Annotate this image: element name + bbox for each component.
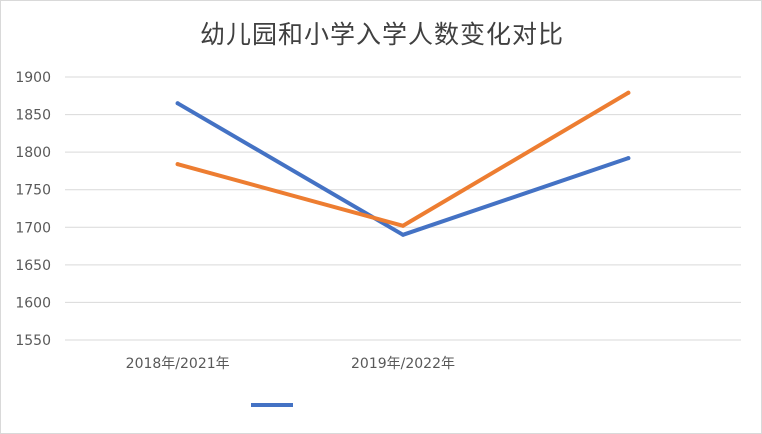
- y-tick-label: 1600: [15, 295, 51, 311]
- series-line-2: [175, 90, 631, 228]
- series-lines: [175, 90, 631, 237]
- y-tick-label: 1700: [15, 220, 51, 236]
- gridlines: [65, 76, 741, 341]
- y-tick-label: 1900: [15, 70, 51, 86]
- y-tick-label: 1800: [15, 145, 51, 161]
- data-point: [175, 101, 180, 106]
- y-tick-label: 1750: [15, 183, 51, 199]
- chart-title: 幼儿园和小学入学人数变化对比: [199, 20, 564, 49]
- data-point: [401, 223, 405, 228]
- y-axis: 1900 1850 1800 1750 1700 1650 1600 1550: [15, 70, 51, 349]
- y-tick-label: 1850: [15, 108, 51, 124]
- y-tick-label: 1650: [15, 258, 51, 274]
- data-point: [175, 162, 180, 167]
- data-point: [626, 156, 631, 161]
- x-axis: 2018年/2021年 2019年/2022年: [126, 356, 455, 372]
- x-tick-label: 2018年/2021年: [126, 356, 230, 372]
- x-tick-label: 2019年/2022年: [351, 356, 455, 372]
- data-point: [401, 232, 405, 237]
- y-tick-label: 1550: [15, 333, 51, 349]
- series-line-1: [175, 101, 631, 237]
- data-point: [626, 90, 631, 95]
